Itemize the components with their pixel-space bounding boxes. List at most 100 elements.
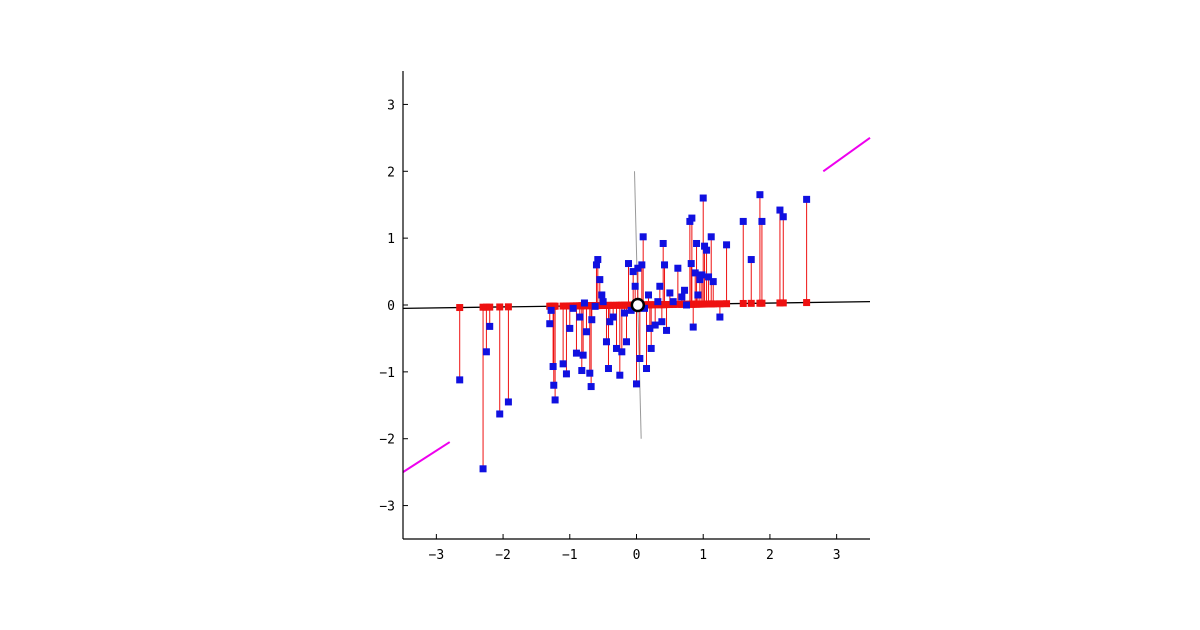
data-point-marker — [594, 256, 602, 264]
data-point-marker — [696, 276, 704, 284]
data-point-marker — [663, 326, 671, 334]
data-point-marker — [598, 291, 606, 299]
projected-point-marker — [647, 301, 655, 309]
diagonal-segment — [822, 137, 871, 173]
data-point-marker — [694, 291, 702, 299]
data-point-marker — [591, 302, 599, 310]
projected-point-marker — [709, 300, 717, 308]
data-points — [456, 191, 811, 473]
data-point-marker — [566, 324, 574, 332]
data-point-marker — [588, 316, 596, 324]
data-point-marker — [547, 306, 555, 314]
data-point-marker — [609, 313, 617, 321]
data-point-marker — [631, 282, 639, 290]
data-point-marker — [638, 261, 646, 269]
data-point-marker — [689, 323, 697, 331]
data-point-marker — [622, 338, 630, 346]
projected-point-marker — [739, 299, 747, 307]
y-tick-label: −3 — [379, 500, 395, 515]
data-point-marker — [641, 304, 649, 312]
data-point-marker — [576, 313, 584, 321]
data-point-marker — [479, 465, 487, 473]
data-point-marker — [646, 324, 654, 332]
data-point-marker — [559, 360, 567, 368]
x-ticks: −3 −2 −1 0 1 2 3 — [429, 534, 841, 563]
data-point-marker — [624, 260, 632, 268]
data-point-marker — [666, 289, 674, 297]
y-tick-label: 1 — [387, 232, 395, 247]
data-point-marker — [639, 233, 647, 241]
data-point-marker — [779, 213, 787, 221]
y-tick-label: 2 — [387, 165, 395, 180]
data-point-marker — [582, 328, 590, 336]
projected-point-marker — [551, 302, 559, 310]
projected-point-marker — [716, 300, 724, 308]
data-point-marker — [482, 348, 490, 356]
projected-point-marker — [486, 303, 494, 311]
data-point-marker — [756, 191, 764, 199]
data-point-marker — [550, 381, 558, 389]
data-point-marker — [612, 344, 620, 352]
data-point-marker — [723, 241, 731, 249]
projected-point-marker — [723, 300, 731, 308]
data-point-marker — [656, 282, 664, 290]
data-point-marker — [456, 376, 464, 384]
y-tick-label: 0 — [387, 299, 395, 314]
data-point-marker — [578, 367, 586, 375]
projection-lines — [459, 194, 808, 469]
data-point-marker — [691, 269, 699, 277]
x-tick-label: 2 — [766, 548, 774, 563]
data-point-marker — [496, 410, 504, 418]
data-point-marker — [579, 351, 587, 359]
x-tick-label: 1 — [699, 548, 707, 563]
data-point-marker — [701, 242, 709, 250]
data-point-marker — [687, 260, 695, 268]
mean-circle — [630, 297, 646, 313]
data-point-marker — [587, 383, 595, 391]
data-point-marker — [658, 318, 666, 326]
data-point-marker — [596, 276, 604, 284]
data-point-marker — [546, 320, 554, 328]
data-point-marker — [616, 371, 624, 379]
data-point-marker — [705, 273, 713, 281]
projected-point-marker — [803, 299, 811, 307]
projected-point-marker — [758, 299, 766, 307]
data-point-marker — [698, 271, 706, 279]
data-point-marker — [599, 298, 607, 306]
data-point-marker — [678, 293, 686, 301]
mean-marker — [630, 297, 646, 313]
data-point-marker — [504, 398, 512, 406]
projected-point-marker — [504, 303, 512, 311]
y-tick-label: −1 — [379, 366, 395, 381]
data-point-marker — [551, 396, 559, 404]
data-point-marker — [747, 256, 755, 264]
data-point-marker — [620, 309, 628, 317]
data-point-marker — [592, 261, 600, 269]
projected-point-marker — [747, 299, 755, 307]
data-point-marker — [572, 349, 580, 357]
data-point-marker — [739, 217, 747, 225]
data-point-marker — [627, 306, 635, 314]
projected-point-marker — [456, 304, 464, 312]
data-point-marker — [709, 278, 717, 286]
data-point-marker — [707, 233, 715, 241]
data-point-marker — [693, 239, 701, 247]
data-point-marker — [604, 365, 612, 373]
data-point-marker — [549, 363, 557, 371]
y-tick-label: −2 — [379, 433, 395, 448]
data-point-marker — [651, 321, 659, 329]
data-point-marker — [674, 264, 682, 272]
data-point-marker — [659, 239, 667, 247]
x-tick-label: 0 — [633, 548, 641, 563]
x-tick-label: −3 — [429, 548, 445, 563]
data-point-marker — [654, 298, 662, 306]
data-point-marker — [586, 369, 594, 377]
data-point-marker — [580, 299, 588, 307]
data-point-marker — [486, 322, 494, 330]
data-point-marker — [602, 338, 610, 346]
data-point-marker — [633, 380, 640, 388]
data-point-marker — [703, 246, 711, 254]
data-point-marker — [681, 286, 689, 294]
data-point-marker — [634, 264, 642, 272]
